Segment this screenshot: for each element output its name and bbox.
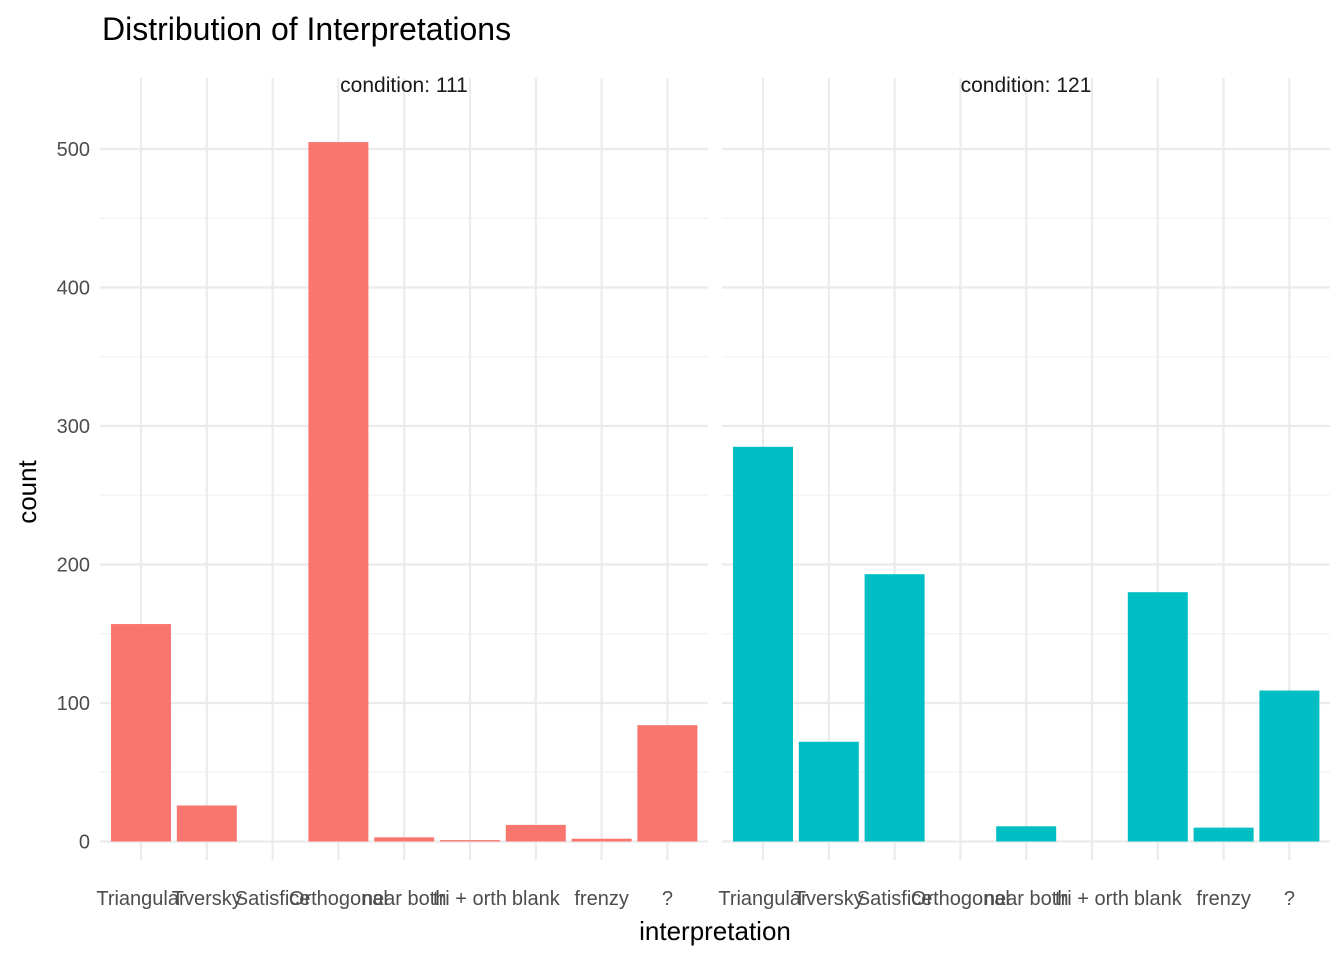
bar [505, 824, 566, 842]
bar [1193, 827, 1254, 842]
y-tick-label: 400 [57, 278, 90, 300]
facet-strip-label-121: condition: 121 [961, 74, 1092, 97]
x-tick-label: Orthogonal [911, 888, 1010, 910]
bar [733, 446, 793, 842]
x-axis-ticks: TriangularTverskySatisficeOrthogonalnear… [96, 888, 1295, 910]
bar [111, 624, 171, 842]
bar [864, 574, 925, 842]
x-tick-label: Triangular [96, 888, 186, 910]
bar [996, 826, 1057, 842]
x-tick-label: Tversky [794, 888, 864, 910]
bar [374, 837, 435, 842]
y-axis-title: count [12, 459, 42, 523]
facet-panel-111 [100, 78, 708, 860]
x-tick-label: Satisfice [857, 888, 933, 910]
y-tick-label: 100 [57, 693, 90, 715]
facet-strip-label-111: condition: 111 [340, 74, 468, 97]
bar [440, 840, 500, 842]
bar [571, 838, 632, 842]
x-tick-label: near both [984, 888, 1069, 910]
facet-panel-121 [722, 78, 1330, 860]
x-tick-label: Satisfice [235, 888, 311, 910]
y-tick-label: 200 [57, 555, 90, 577]
y-tick-label: 300 [57, 416, 90, 438]
x-tick-label: blank [1134, 888, 1183, 910]
x-tick-label: ? [1284, 888, 1295, 910]
x-tick-label: blank [512, 888, 561, 910]
x-tick-label: tri + orth [1055, 888, 1129, 910]
x-tick-label: ? [662, 888, 673, 910]
x-tick-label: Orthogonal [289, 888, 388, 910]
x-tick-label: Tversky [172, 888, 242, 910]
bar [308, 142, 369, 842]
y-axis-ticks: 0 100 200 300 400 500 [57, 139, 90, 854]
bar [1259, 690, 1320, 842]
y-tick-label: 0 [79, 832, 90, 854]
bar [1127, 592, 1188, 842]
chart-title: Distribution of Interpretations [102, 11, 511, 47]
bar [798, 741, 859, 842]
bar [176, 805, 237, 842]
y-tick-label: 500 [57, 139, 90, 161]
bar [637, 725, 698, 842]
x-tick-label: frenzy [1196, 888, 1250, 910]
x-tick-label: Triangular [718, 888, 808, 910]
x-tick-label: tri + orth [433, 888, 507, 910]
x-axis-title: interpretation [639, 916, 791, 946]
x-tick-label: near both [362, 888, 447, 910]
x-tick-label: frenzy [574, 888, 628, 910]
